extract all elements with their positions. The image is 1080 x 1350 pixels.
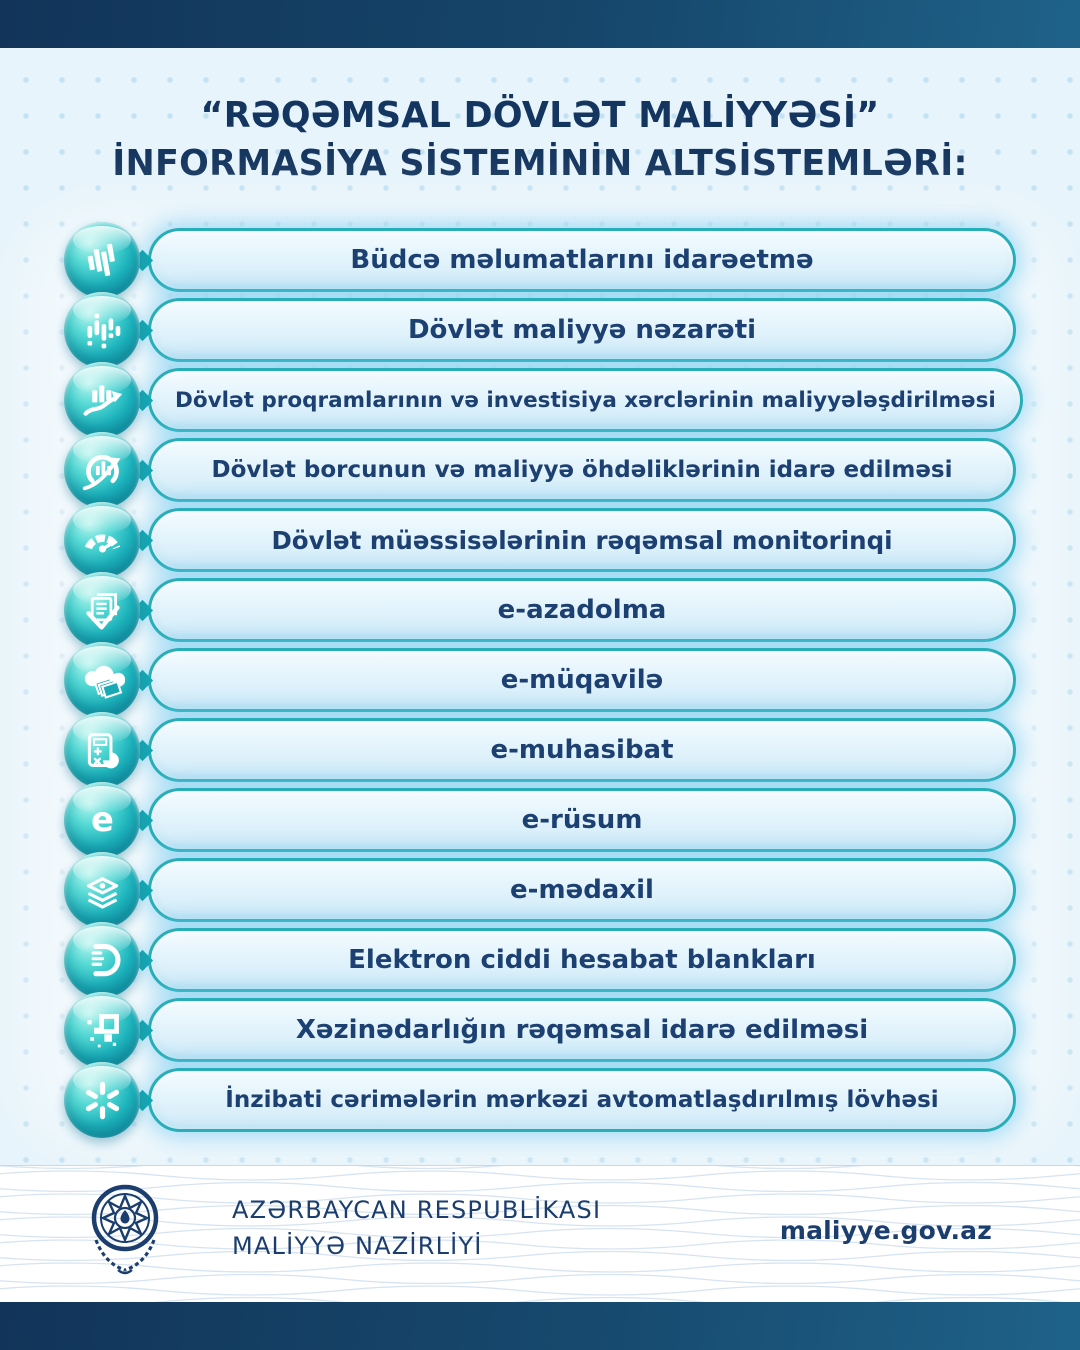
guilloche-waves-pattern (0, 1166, 1080, 1302)
gauge-icon (64, 502, 140, 578)
list-item: Dövlət proqramlarının və investisiya xər… (64, 362, 1080, 438)
chart-growth-icon (64, 362, 140, 438)
subsystem-label: e-azadolma (497, 595, 667, 625)
layers-icon (64, 852, 140, 928)
title-line-1: “RƏQƏMSAL DÖVLƏT MALİYYƏSİ” (200, 95, 880, 136)
list-item: e-müqavilə (64, 642, 1080, 718)
subsystem-label: Dövlət borcunun və maliyyə öhdəliklərini… (211, 457, 953, 483)
donut-trend-icon (64, 432, 140, 508)
subsystem-pill: e-muhasibat (148, 718, 1016, 782)
equalizer-icon (64, 292, 140, 368)
subsystem-pill: İnzibati cərimələrin mərkəzi avtomatlaşd… (148, 1068, 1016, 1132)
letter-e-icon: e (64, 782, 140, 858)
subsystem-label: Büdcə məlumatlarını idarəetmə (350, 245, 814, 275)
cloud-documents-icon (64, 642, 140, 718)
subsystem-label: e-muhasibat (490, 735, 674, 765)
ministry-name: AZƏRBAYCAN RESPUBLİKASI MALİYYƏ NAZİRLİY… (232, 1192, 601, 1264)
list-item: Xəzinədarlığın rəqəmsal idarə edilməsi (64, 992, 1080, 1068)
budget-bars-icon (64, 222, 140, 298)
list-item: Elektron ciddi hesabat blankları (64, 922, 1080, 998)
ministry-name-line-1: AZƏRBAYCAN RESPUBLİKASI (232, 1196, 602, 1224)
top-bar (0, 0, 1080, 48)
subsystem-label: Dövlət müəssisələrinin rəqəmsal monitori… (271, 525, 893, 555)
subsystem-label: e-müqavilə (500, 665, 664, 695)
bottom-bar (0, 1302, 1080, 1350)
asterisk-icon (64, 1062, 140, 1138)
subsystem-label: İnzibati cərimələrin mərkəzi avtomatlaşd… (225, 1087, 939, 1113)
list-item: Dövlət müəssisələrinin rəqəmsal monitori… (64, 502, 1080, 578)
subsystem-pill: e-azadolma (148, 578, 1016, 642)
subsystem-list: Büdcə məlumatlarını idarəetmə Dövlət mal… (0, 222, 1080, 1138)
subsystem-label: Xəzinədarlığın rəqəmsal idarə edilməsi (295, 1015, 869, 1045)
subsystem-pill: e-rüsum (148, 788, 1016, 852)
list-item: Büdcə məlumatlarını idarəetmə (64, 222, 1080, 298)
calculator-icon (64, 712, 140, 788)
list-item: Dövlət borcunun və maliyyə öhdəliklərini… (64, 432, 1080, 508)
title-line-2: İNFORMASİYA SİSTEMİNİN ALTSİSTEMLƏRİ: (112, 143, 968, 184)
website-url: maliyye.gov.az (779, 1216, 992, 1245)
subsystem-pill: Dövlət proqramlarının və investisiya xər… (148, 368, 1023, 432)
list-item: e-mədaxil (64, 852, 1080, 928)
page-title: “RƏQƏMSAL DÖVLƏT MALİYYƏSİ” İNFORMASİYA … (16, 92, 1064, 188)
document-d-icon (64, 922, 140, 998)
subsystem-label: Dövlət proqramlarının və investisiya xər… (175, 387, 996, 413)
svg-text:e: e (91, 799, 114, 838)
footer: AZƏRBAYCAN RESPUBLİKASI MALİYYƏ NAZİRLİY… (0, 1165, 1080, 1302)
list-item: e-azadolma (64, 572, 1080, 648)
document-check-icon (64, 572, 140, 648)
subsystem-pill: Dövlət borcunun və maliyyə öhdəliklərini… (148, 438, 1016, 502)
list-item: e e-rüsum (64, 782, 1080, 858)
list-item: İnzibati cərimələrin mərkəzi avtomatlaşd… (64, 1062, 1080, 1138)
subsystem-label: Dövlət maliyyə nəzarəti (407, 315, 757, 345)
subsystem-pill: e-mədaxil (148, 858, 1016, 922)
subsystem-label: e-rüsum (521, 805, 643, 835)
azerbaijan-state-emblem-icon (84, 1178, 166, 1286)
subsystem-pill: Elektron ciddi hesabat blankları (148, 928, 1016, 992)
subsystem-label: Elektron ciddi hesabat blankları (348, 945, 816, 975)
subsystem-pill: Dövlət maliyyə nəzarəti (148, 298, 1016, 362)
subsystem-label: e-mədaxil (510, 875, 654, 905)
subsystem-pill: Büdcə məlumatlarını idarəetmə (148, 228, 1016, 292)
list-item: Dövlət maliyyə nəzarəti (64, 292, 1080, 368)
pixel-arrow-icon (64, 992, 140, 1068)
list-item: e-muhasibat (64, 712, 1080, 788)
subsystem-pill: e-müqavilə (148, 648, 1016, 712)
ministry-name-line-2: MALİYYƏ NAZİRLİYİ (232, 1232, 483, 1260)
subsystem-pill: Dövlət müəssisələrinin rəqəmsal monitori… (148, 508, 1016, 572)
subsystem-pill: Xəzinədarlığın rəqəmsal idarə edilməsi (148, 998, 1016, 1062)
